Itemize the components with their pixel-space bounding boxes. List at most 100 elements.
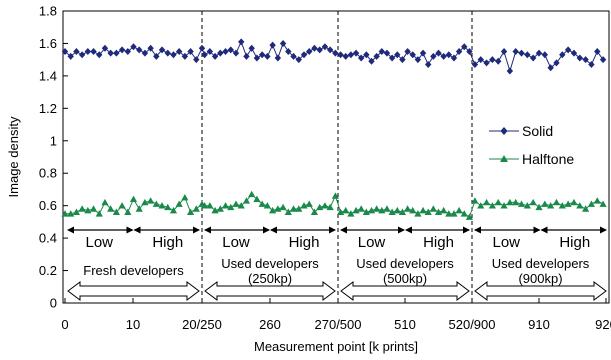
data-point: [61, 48, 69, 56]
data-point: [243, 52, 250, 60]
data-point: [237, 202, 245, 209]
data-point: [535, 203, 543, 211]
data-point: [326, 46, 334, 54]
low-label: Low: [222, 234, 250, 251]
data-point: [373, 205, 381, 212]
data-point: [295, 205, 303, 212]
data-point: [169, 206, 178, 214]
data-point: [367, 206, 376, 214]
developer-label: Used developers: [356, 256, 454, 271]
legend: Solid Halftone: [489, 123, 574, 167]
data-point: [388, 208, 396, 215]
data-point: [482, 198, 491, 206]
data-point: [378, 48, 386, 56]
data-point: [582, 56, 589, 64]
data-point: [373, 52, 380, 60]
data-point: [357, 54, 365, 62]
data-point: [306, 48, 313, 56]
data-point: [445, 51, 453, 59]
y-tick-label: 0.8: [39, 166, 57, 181]
data-point: [523, 202, 531, 209]
data-point: [440, 206, 448, 214]
x-tick-label: 0: [61, 317, 68, 332]
data-point: [238, 38, 245, 46]
data-point: [124, 48, 131, 56]
data-point: [305, 200, 313, 207]
legend-marker: [500, 155, 508, 162]
data-point: [465, 213, 474, 220]
data-point: [388, 54, 396, 62]
data-point: [541, 51, 549, 59]
data-point: [300, 202, 308, 209]
data-point: [258, 51, 266, 59]
x-tick-label: 260: [259, 317, 281, 332]
low-range-arrow: [474, 226, 541, 234]
data-point: [107, 49, 114, 57]
data-point: [264, 52, 271, 60]
data-point: [488, 202, 496, 209]
data-point: [310, 208, 319, 215]
y-tick-label: 1.2: [39, 101, 57, 116]
data-point: [253, 54, 261, 62]
data-point: [559, 51, 566, 59]
data-point: [512, 198, 520, 206]
data-point: [378, 206, 386, 214]
data-point: [84, 48, 92, 56]
data-point: [290, 52, 297, 60]
data-point: [201, 51, 208, 59]
data-point: [429, 205, 437, 212]
legend-item-halftone: Halftone: [489, 151, 574, 167]
x-tick-label: 920: [595, 317, 611, 332]
data-point: [232, 200, 240, 207]
data-point: [269, 206, 277, 214]
data-point: [541, 200, 549, 207]
data-point: [564, 46, 572, 54]
data-point: [152, 200, 160, 207]
data-point: [181, 52, 189, 60]
data-point: [352, 206, 360, 214]
data-point: [242, 197, 251, 204]
data-point: [517, 200, 526, 207]
low-label: Low: [358, 234, 386, 251]
data-point: [67, 210, 75, 217]
data-point: [211, 52, 219, 60]
x-tick-label: 510: [394, 317, 416, 332]
data-point: [61, 210, 69, 217]
data-point: [89, 205, 98, 212]
data-point: [101, 44, 109, 52]
data-point: [593, 197, 601, 204]
data-point: [263, 202, 271, 209]
data-point: [326, 203, 334, 211]
data-point: [78, 205, 86, 212]
high-label: High: [559, 234, 590, 251]
data-point: [269, 41, 276, 49]
data-point: [311, 44, 318, 52]
series-solid: [61, 38, 607, 75]
data-point: [477, 56, 484, 64]
data-point: [300, 51, 308, 59]
data-point: [321, 202, 329, 209]
data-point: [512, 48, 519, 56]
data-point: [227, 203, 235, 211]
data-point: [135, 205, 143, 212]
data-point: [471, 61, 479, 69]
high-label: High: [289, 234, 320, 251]
x-axis: 0 10 20/250 260 270/500 510 520/900 910 920: [61, 298, 611, 332]
y-tick-label: 1: [50, 133, 57, 148]
data-point: [67, 52, 74, 60]
data-point: [193, 56, 200, 64]
y-tick-label: 1.6: [39, 36, 57, 51]
data-point: [175, 200, 183, 207]
data-point: [547, 202, 555, 209]
developer-label: (250kp): [248, 271, 292, 286]
data-point: [461, 43, 468, 51]
data-point: [198, 44, 206, 52]
data-point: [588, 61, 595, 69]
data-point: [403, 205, 412, 212]
high-range-arrow: [540, 226, 607, 234]
legend-label: Halftone: [522, 151, 574, 167]
data-point: [506, 198, 514, 206]
low-label: Low: [492, 234, 520, 251]
data-point: [576, 202, 584, 209]
data-point: [279, 203, 287, 211]
